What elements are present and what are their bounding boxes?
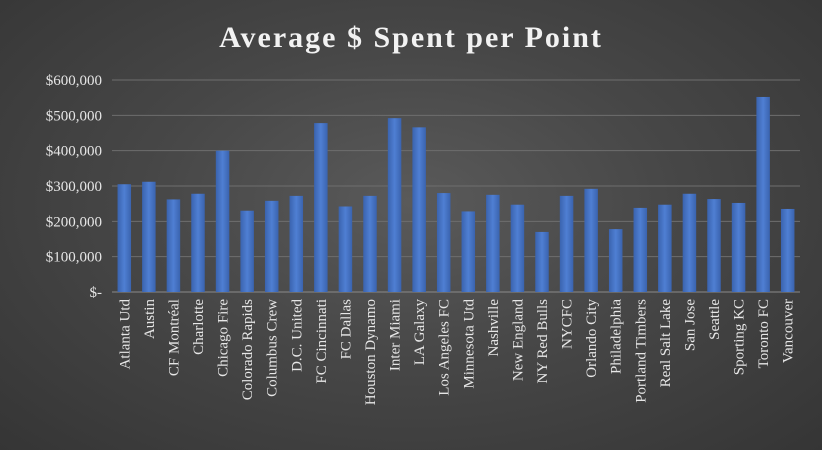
bar-fc-cincinnati: [314, 123, 328, 293]
bar-nashville: [486, 194, 500, 292]
bar-inter-miami: [387, 118, 402, 292]
y-tick-label: $600,000: [46, 73, 102, 89]
bar-philadelphia: [608, 229, 623, 292]
x-category-label: Philadelphia: [609, 299, 625, 374]
x-category-label: Portland Timbers: [633, 299, 649, 403]
x-category-label: NYCFC: [560, 299, 576, 349]
x-category-label: Seattle: [707, 299, 723, 340]
x-category-label: Atlanta Utd: [117, 299, 133, 370]
y-tick-label: $-: [90, 285, 103, 301]
bar-nycfc: [559, 195, 574, 292]
bar-cf-montr-al: [166, 199, 181, 292]
bar-charlotte: [191, 193, 205, 292]
bar-san-jose: [682, 193, 697, 292]
bar-los-angeles-fc: [436, 193, 451, 292]
bar-fc-dallas: [338, 206, 353, 292]
x-category-label: D.C. United: [289, 299, 305, 372]
bar-la-galaxy: [412, 127, 426, 292]
x-category-label: Charlotte: [191, 299, 207, 355]
x-category-label: Nashville: [486, 299, 502, 357]
x-category-label: Sporting KC: [732, 299, 748, 375]
bar-ny-red-bulls: [535, 231, 549, 292]
x-category-label: Orlando City: [584, 299, 600, 378]
bars: [117, 96, 795, 293]
bar-seattle: [707, 199, 721, 292]
bar-sporting-kc: [731, 202, 746, 292]
x-category-label: Real Salt Lake: [658, 299, 674, 388]
x-category-label: Minnesota Utd: [461, 299, 477, 389]
x-category-label: Vancouver: [781, 299, 797, 363]
bar-atlanta-utd: [117, 184, 132, 292]
x-category-label: FC Cincinnati: [314, 299, 330, 384]
x-category-label: LA Galaxy: [412, 299, 428, 366]
bar-orlando-city: [584, 188, 598, 292]
y-tick-label: $300,000: [46, 179, 102, 195]
y-tick-label: $500,000: [46, 108, 102, 124]
bar-real-salt-lake: [658, 204, 672, 292]
bar-toronto-fc: [756, 96, 770, 293]
bar-austin: [142, 181, 156, 292]
x-category-label: Colorado Rapids: [240, 299, 256, 400]
bar-minnesota-utd: [461, 211, 476, 292]
y-axis-ticks: $- $100,000 $200,000 $300,000 $400,000 $500,0…: [46, 73, 102, 301]
x-category-label: NY Red Bulls: [535, 299, 551, 384]
x-category-label: Houston Dynamo: [363, 299, 379, 405]
gridlines: [112, 79, 800, 293]
bar-vancouver: [780, 208, 795, 292]
x-category-label: Toronto FC: [756, 299, 772, 368]
x-category-label: Columbus Crew: [265, 299, 281, 397]
x-category-label: CF Montréal: [166, 299, 182, 376]
x-axis-categories: Atlanta Utd Austin CF Montréal Charlotte Chi…: [117, 299, 796, 406]
bar-chicago-fire: [215, 150, 230, 292]
x-category-label: Inter Miami: [388, 299, 404, 371]
bar-portland-timbers: [633, 207, 648, 292]
y-tick-label: $200,000: [46, 214, 102, 230]
y-tick-label: $100,000: [46, 250, 102, 266]
bar-columbus-crew: [264, 200, 279, 292]
x-category-label: FC Dallas: [338, 299, 354, 360]
x-category-label: San Jose: [682, 299, 698, 351]
x-category-label: Los Angeles FC: [437, 299, 453, 396]
chart-title: Average $ Spent per Point: [219, 21, 603, 54]
x-category-label: Chicago Fire: [216, 299, 232, 377]
bar-d-c-united: [289, 195, 304, 292]
y-tick-label: $400,000: [46, 144, 102, 160]
x-category-label: New England: [510, 299, 526, 382]
bar-new-england: [510, 204, 525, 292]
bar-colorado-rapids: [240, 210, 254, 292]
x-category-label: Austin: [142, 299, 158, 340]
bar-houston-dynamo: [363, 195, 377, 292]
